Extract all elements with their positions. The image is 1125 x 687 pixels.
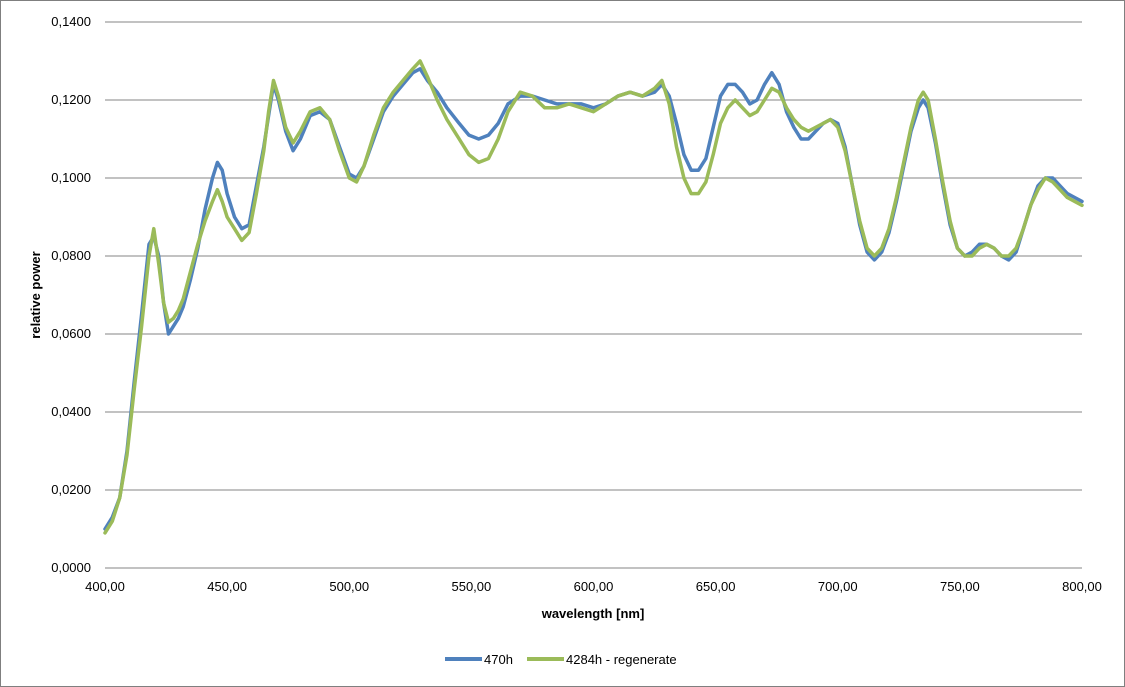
- x-tick-label: 600,00: [574, 579, 614, 594]
- x-tick-label: 500,00: [329, 579, 369, 594]
- y-tick-label: 0,0000: [51, 560, 91, 575]
- series-lines: [103, 59, 1084, 535]
- legend-label-4284h-regenerate: 4284h - regenerate: [566, 652, 677, 667]
- x-tick-label: 550,00: [451, 579, 491, 594]
- gridlines: [105, 21, 1082, 491]
- y-tick-label: 0,0800: [51, 248, 91, 263]
- x-tick-label: 450,00: [207, 579, 247, 594]
- y-tick-label: 0,1200: [51, 92, 91, 107]
- y-axis-title: relative power: [28, 251, 43, 338]
- y-tick-label: 0,0200: [51, 482, 91, 497]
- y-tick-label: 0,0400: [51, 404, 91, 419]
- y-tick-label: 0,1400: [51, 14, 91, 29]
- x-axis-title: wavelength [nm]: [541, 606, 645, 621]
- series-line-4284h-regenerate: [103, 59, 1084, 535]
- x-tick-label: 750,00: [940, 579, 980, 594]
- legend: 470h 4284h - regenerate: [445, 652, 677, 667]
- y-axis-ticks: 0,0000 0,0200 0,0400 0,0600 0,0800 0,1000 0,12…: [51, 14, 91, 575]
- x-tick-label: 650,00: [696, 579, 736, 594]
- x-axis-ticks: 400,00 450,00 500,00 550,00 600,00 650,00 700,…: [85, 579, 1102, 594]
- x-tick-label: 800,00: [1062, 579, 1102, 594]
- x-tick-label: 400,00: [85, 579, 125, 594]
- x-tick-label: 700,00: [818, 579, 858, 594]
- y-tick-label: 0,0600: [51, 326, 91, 341]
- y-tick-label: 0,1000: [51, 170, 91, 185]
- legend-label-470h: 470h: [484, 652, 513, 667]
